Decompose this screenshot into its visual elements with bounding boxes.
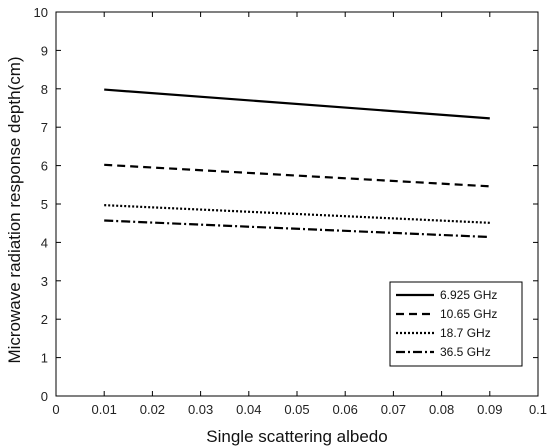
y-axis-title-group: Microwave radiation response depth(cm) [5, 56, 24, 363]
x-tick-label: 0.01 [92, 402, 117, 417]
legend-label: 10.65 GHz [440, 307, 497, 321]
y-tick-label: 9 [41, 43, 48, 58]
axis-ticks: 0 0.01 0.02 0.03 0.04 0.05 0.06 0.07 0.08 0.09 0.1… [34, 5, 548, 417]
x-tick-label: 0.08 [429, 402, 454, 417]
series-line-4 [104, 219, 490, 239]
legend-label: 6.925 GHz [440, 288, 497, 302]
x-tick-label: 0.05 [284, 402, 309, 417]
x-tick-label: 0.04 [236, 402, 261, 417]
legend-box [389, 281, 523, 367]
y-tick-label: 6 [41, 159, 48, 174]
y-tick-label: 3 [41, 274, 48, 289]
x-tick-label: 0.1 [529, 402, 547, 417]
x-tick-label: 0 [52, 402, 59, 417]
series-line-1 [104, 88, 490, 120]
series-lines [104, 88, 490, 239]
x-axis-title: Single scattering albedo [206, 427, 387, 446]
x-tick-label: 0.06 [333, 402, 358, 417]
y-tick-label: 1 [41, 351, 48, 366]
y-tick-label: 7 [41, 120, 48, 135]
y-tick-label: 10 [34, 5, 48, 20]
y-axis-title: Microwave radiation response depth(cm) [5, 56, 24, 363]
x-tick-label: 0.03 [188, 402, 213, 417]
legend: 6.925 GHz 10.65 GHz 18.7 GHz 36.5 GHz [389, 281, 523, 367]
legend-label: 36.5 GHz [440, 345, 491, 359]
x-tick-label: 0.02 [140, 402, 165, 417]
series-line-2 [104, 163, 490, 188]
y-tick-label: 0 [41, 389, 48, 404]
series-line-3 [104, 204, 490, 224]
y-tick-label: 4 [41, 235, 48, 250]
legend-label: 18.7 GHz [440, 326, 491, 340]
y-tick-label: 5 [41, 197, 48, 212]
x-tick-label: 0.09 [477, 402, 502, 417]
y-tick-label: 8 [41, 82, 48, 97]
x-tick-label: 0.07 [381, 402, 406, 417]
y-tick-label: 2 [41, 312, 48, 327]
